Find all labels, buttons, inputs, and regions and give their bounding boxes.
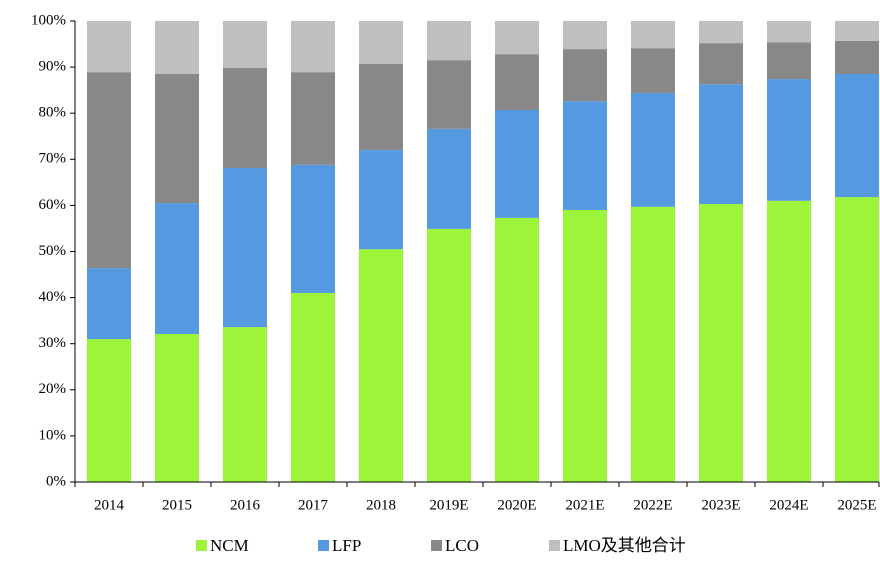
bar-segment bbox=[291, 292, 335, 482]
bar-segment bbox=[563, 101, 607, 211]
bar-segment bbox=[291, 164, 335, 293]
legend-swatch bbox=[318, 540, 329, 551]
y-tick-label: 50% bbox=[39, 243, 67, 259]
bar-segment bbox=[495, 109, 539, 218]
bar-segment bbox=[699, 21, 743, 44]
x-tick-label: 2024E bbox=[769, 497, 808, 513]
legend-label: NCM bbox=[210, 536, 249, 555]
legend-swatch bbox=[549, 540, 560, 551]
bar-segment bbox=[223, 68, 267, 169]
bar-segment bbox=[767, 79, 811, 201]
bar-segment bbox=[359, 21, 403, 64]
bar-segment bbox=[699, 43, 743, 85]
bar-segment bbox=[835, 74, 879, 198]
y-tick-label: 80% bbox=[39, 105, 67, 121]
legend-label: LCO bbox=[445, 536, 479, 555]
x-tick-label: 2023E bbox=[701, 497, 740, 513]
x-tick-label: 2015 bbox=[162, 497, 192, 513]
y-tick-label: 100% bbox=[31, 12, 66, 28]
bar-segment bbox=[359, 63, 403, 151]
bar-segment bbox=[155, 334, 199, 482]
bar-segment bbox=[767, 42, 811, 80]
bar-segment bbox=[291, 72, 335, 165]
bar-segment bbox=[699, 84, 743, 205]
legend-swatch bbox=[196, 540, 207, 551]
bar-segment bbox=[427, 21, 471, 61]
x-tick-label: 2017 bbox=[298, 497, 329, 513]
y-tick-label: 40% bbox=[39, 289, 67, 305]
legend-swatch bbox=[431, 540, 442, 551]
bar-segment bbox=[291, 21, 335, 73]
x-tick-label: 2018 bbox=[366, 497, 396, 513]
bar-segment bbox=[835, 21, 879, 41]
bar-segment bbox=[223, 327, 267, 482]
bar-segment bbox=[87, 21, 131, 73]
bar-segment bbox=[87, 339, 131, 482]
bar-segment bbox=[359, 249, 403, 482]
bar-segment bbox=[155, 74, 199, 204]
y-tick-label: 30% bbox=[39, 335, 67, 351]
y-tick-label: 10% bbox=[39, 427, 67, 443]
x-tick-label: 2020E bbox=[497, 497, 536, 513]
bar-segment bbox=[155, 203, 199, 335]
bar-segment bbox=[563, 49, 607, 102]
bar-segment bbox=[427, 228, 471, 482]
y-tick-label: 0% bbox=[46, 473, 66, 489]
bar-segment bbox=[563, 21, 607, 50]
bar-segment bbox=[223, 21, 267, 69]
x-tick-label: 2021E bbox=[565, 497, 604, 513]
bar-segment bbox=[495, 21, 539, 55]
bar-segment bbox=[359, 150, 403, 250]
x-tick-label: 2014 bbox=[94, 497, 125, 513]
bar-segment bbox=[495, 54, 539, 110]
bar-segment bbox=[87, 72, 131, 269]
bar-segment bbox=[223, 168, 267, 328]
x-tick-label: 2025E bbox=[837, 497, 876, 513]
y-tick-label: 90% bbox=[39, 59, 67, 75]
bar-segment bbox=[631, 48, 675, 93]
y-tick-label: 20% bbox=[39, 381, 67, 397]
legend-label: LMO及其他合计 bbox=[563, 536, 686, 555]
bar-segment bbox=[563, 210, 607, 482]
bar-segment bbox=[631, 92, 675, 207]
y-tick-label: 70% bbox=[39, 151, 67, 167]
x-tick-label: 2016 bbox=[230, 497, 261, 513]
bar-segment bbox=[631, 21, 675, 49]
y-tick-label: 60% bbox=[39, 197, 67, 213]
bar-segment bbox=[427, 128, 471, 229]
bar-segment bbox=[427, 60, 471, 129]
x-tick-label: 2022E bbox=[633, 497, 672, 513]
legend-label: LFP bbox=[332, 536, 361, 555]
bar-segment bbox=[87, 268, 131, 340]
bar-segment bbox=[155, 21, 199, 75]
bar-segment bbox=[835, 40, 879, 75]
bar-segment bbox=[767, 200, 811, 483]
bar-segment bbox=[699, 204, 743, 482]
bar-segment bbox=[767, 21, 811, 43]
x-tick-label: 2019E bbox=[429, 497, 468, 513]
bar-segment bbox=[835, 197, 879, 483]
bar-segment bbox=[631, 206, 675, 482]
bar-segment bbox=[495, 217, 539, 483]
